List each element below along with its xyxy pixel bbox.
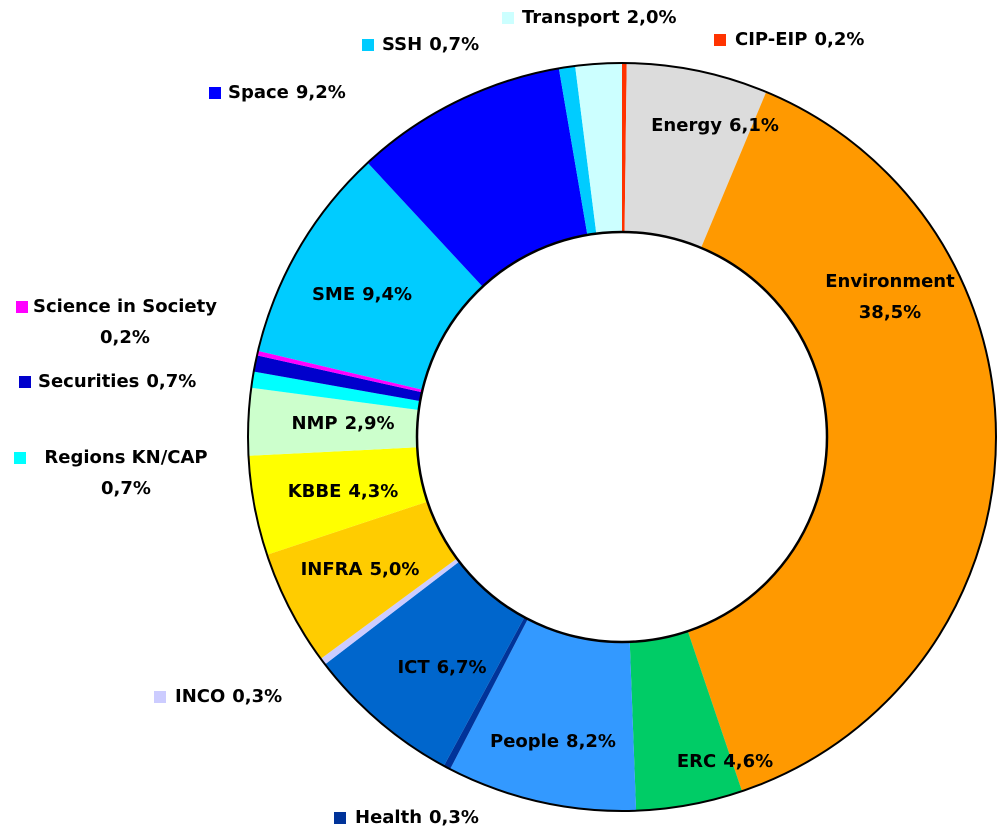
donut-slice xyxy=(248,447,428,555)
donut-slice xyxy=(624,63,767,248)
legend-key xyxy=(714,34,726,46)
category-name: Securities xyxy=(38,371,139,392)
value-label: 0,7% xyxy=(146,371,196,392)
slice-label: 0,2% xyxy=(100,327,150,348)
slice-label: Transport 2,0% xyxy=(522,7,677,28)
legend-key xyxy=(209,87,221,99)
donut-slice xyxy=(320,558,460,665)
value-label: 5,0% xyxy=(369,559,419,580)
category-name: NMP xyxy=(291,413,337,434)
slice-label: CIP-EIP 0,2% xyxy=(735,29,864,50)
donut-slice xyxy=(248,387,419,456)
category-name: INCO xyxy=(175,686,225,707)
value-label: 4,3% xyxy=(348,481,398,502)
slice-label: Environment xyxy=(825,271,955,292)
slice-label: Science in Society xyxy=(33,296,217,317)
category-name: Health xyxy=(355,807,422,828)
category-name: ERC xyxy=(677,751,716,772)
value-label: 0,7% xyxy=(429,34,479,55)
donut-slice xyxy=(257,350,423,393)
slice-label: Energy 6,1% xyxy=(651,115,779,136)
slice-label: SSH 0,7% xyxy=(382,34,479,55)
slice-label: INFRA 5,0% xyxy=(301,559,420,580)
donut-slice xyxy=(443,617,528,770)
donut-slice xyxy=(267,501,457,659)
value-label: 8,2% xyxy=(566,731,616,752)
category-name: Regions KN/CAP xyxy=(44,447,207,468)
category-name: Science in Society xyxy=(33,296,217,317)
legend-key xyxy=(154,691,166,703)
value-label: 9,2% xyxy=(296,82,346,103)
slice-label: Regions KN/CAP xyxy=(44,447,207,468)
donut-slice xyxy=(258,162,483,390)
slice-label: Health 0,3% xyxy=(355,807,479,828)
slice-label: SME 9,4% xyxy=(312,284,412,305)
category-name: Space xyxy=(228,82,289,103)
value-label: 0,3% xyxy=(429,807,479,828)
slice-label: 0,7% xyxy=(101,478,151,499)
legend-key xyxy=(16,301,28,313)
slice-label: 38,5% xyxy=(859,302,921,323)
slice-label: KBBE 4,3% xyxy=(288,481,399,502)
category-name: INFRA xyxy=(301,559,363,580)
category-name: KBBE xyxy=(288,481,342,502)
category-name: ICT xyxy=(397,657,430,678)
slice-label: NMP 2,9% xyxy=(291,413,394,434)
donut-slice xyxy=(325,561,525,766)
donut-slice xyxy=(251,371,421,411)
value-label: 38,5% xyxy=(859,302,921,323)
legend-key xyxy=(14,452,26,464)
category-name: SME xyxy=(312,284,355,305)
donut-slice xyxy=(687,91,997,792)
slice-label: INCO 0,3% xyxy=(175,686,282,707)
legend-key xyxy=(362,39,374,51)
value-label: 0,2% xyxy=(814,29,864,50)
category-name: Transport xyxy=(522,7,620,28)
slice-label: People 8,2% xyxy=(490,731,616,752)
value-label: 0,3% xyxy=(232,686,282,707)
value-label: 6,1% xyxy=(729,115,779,136)
donut-slice xyxy=(575,63,622,234)
donut-slice xyxy=(629,631,743,811)
donut-slice xyxy=(367,68,588,287)
donut-slice xyxy=(558,65,597,235)
donut-slice xyxy=(450,619,637,811)
value-label: 0,7% xyxy=(101,478,151,499)
donut-slice xyxy=(253,355,422,402)
category-name: Environment xyxy=(825,271,955,292)
category-name: SSH xyxy=(382,34,422,55)
outline xyxy=(415,230,829,644)
value-label: 0,2% xyxy=(100,327,150,348)
outline xyxy=(247,62,997,812)
value-label: 2,0% xyxy=(627,7,677,28)
slice-label: ICT 6,7% xyxy=(397,657,486,678)
category-name: People xyxy=(490,731,559,752)
slice-label: Securities 0,7% xyxy=(38,371,196,392)
value-label: 2,9% xyxy=(345,413,395,434)
slice-label: Space 9,2% xyxy=(228,82,346,103)
value-label: 9,4% xyxy=(362,284,412,305)
legend-key xyxy=(334,812,346,824)
value-label: 4,6% xyxy=(723,751,773,772)
legend-key xyxy=(19,376,31,388)
legend-key xyxy=(502,12,514,24)
donut-slice xyxy=(622,63,627,233)
value-label: 6,7% xyxy=(437,657,487,678)
slice-label: ERC 4,6% xyxy=(677,751,773,772)
category-name: CIP-EIP xyxy=(735,29,807,50)
category-name: Energy xyxy=(651,115,722,136)
